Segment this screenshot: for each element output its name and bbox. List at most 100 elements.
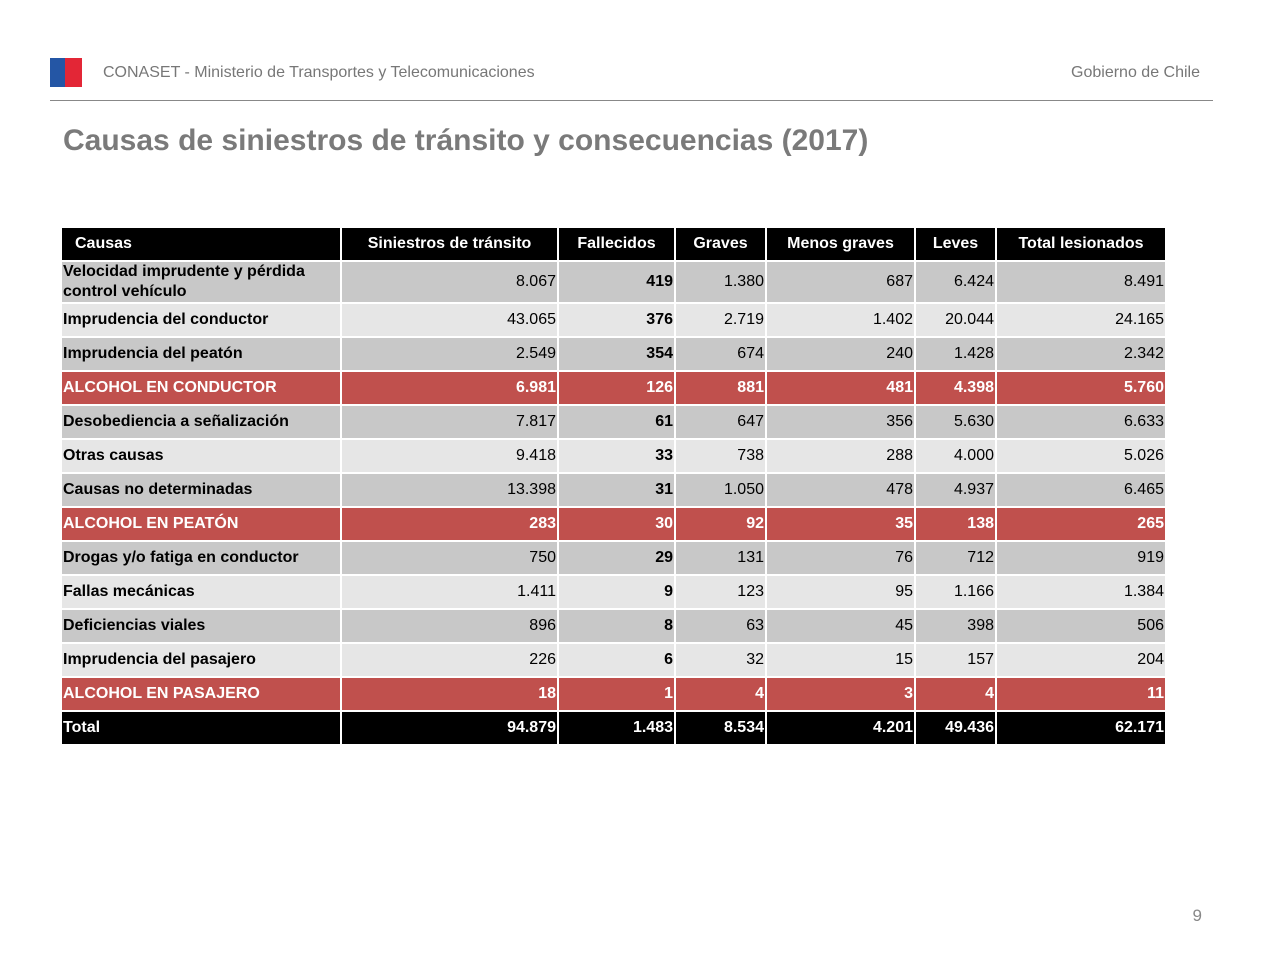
value-cell: 49.436 xyxy=(916,712,995,744)
value-cell: 4 xyxy=(916,678,995,710)
value-cell: 95 xyxy=(767,576,914,608)
value-cell: 13.398 xyxy=(342,474,557,506)
value-cell: 92 xyxy=(676,508,765,540)
value-cell: 1.402 xyxy=(767,304,914,336)
cause-cell: Velocidad imprudente y pérdida control v… xyxy=(62,262,340,302)
cause-cell: Deficiencias viales xyxy=(62,610,340,642)
value-cell: 4.000 xyxy=(916,440,995,472)
value-cell: 738 xyxy=(676,440,765,472)
value-cell: 3 xyxy=(767,678,914,710)
value-cell: 15 xyxy=(767,644,914,676)
value-cell: 265 xyxy=(997,508,1165,540)
value-cell: 4.398 xyxy=(916,372,995,404)
value-cell: 4 xyxy=(676,678,765,710)
value-cell: 288 xyxy=(767,440,914,472)
value-cell: 1.428 xyxy=(916,338,995,370)
value-cell: 283 xyxy=(342,508,557,540)
value-cell: 8.534 xyxy=(676,712,765,744)
cause-cell: Drogas y/o fatiga en conductor xyxy=(62,542,340,574)
column-header: Causas xyxy=(62,228,340,260)
header-divider xyxy=(50,100,1213,101)
value-cell: 8.067 xyxy=(342,262,557,302)
table-row: Drogas y/o fatiga en conductor 750 29 131 76… xyxy=(62,542,1165,574)
table-row: Desobediencia a señalización 7.817 61 647 35… xyxy=(62,406,1165,438)
value-cell: 9.418 xyxy=(342,440,557,472)
value-cell: 6.981 xyxy=(342,372,557,404)
header-org: CONASET - Ministerio de Transportes y Te… xyxy=(103,64,535,81)
cause-cell: Desobediencia a señalización xyxy=(62,406,340,438)
value-cell: 1.050 xyxy=(676,474,765,506)
header-gov: Gobierno de Chile xyxy=(1071,64,1200,81)
column-header: Siniestros de tránsito xyxy=(342,228,557,260)
value-cell: 240 xyxy=(767,338,914,370)
value-cell: 204 xyxy=(997,644,1165,676)
value-cell: 5.630 xyxy=(916,406,995,438)
cause-cell: Fallas mecánicas xyxy=(62,576,340,608)
cause-cell: ALCOHOL EN PEATÓN xyxy=(62,508,340,540)
column-header: Leves xyxy=(916,228,995,260)
value-cell: 31 xyxy=(559,474,674,506)
cause-cell: Total xyxy=(62,712,340,744)
table-row: ALCOHOL EN CONDUCTOR 6.981 126 881 481 4.398 5… xyxy=(62,372,1165,404)
cause-cell: Imprudencia del conductor xyxy=(62,304,340,336)
value-cell: 356 xyxy=(767,406,914,438)
cause-cell: Causas no determinadas xyxy=(62,474,340,506)
value-cell: 919 xyxy=(997,542,1165,574)
value-cell: 687 xyxy=(767,262,914,302)
value-cell: 1.380 xyxy=(676,262,765,302)
table-row: Otras causas 9.418 33 738 288 4.000 5.026 xyxy=(62,440,1165,472)
column-header: Total lesionados xyxy=(997,228,1165,260)
value-cell: 881 xyxy=(676,372,765,404)
value-cell: 157 xyxy=(916,644,995,676)
value-cell: 32 xyxy=(676,644,765,676)
value-cell: 138 xyxy=(916,508,995,540)
value-cell: 6.424 xyxy=(916,262,995,302)
table-row: Imprudencia del pasajero 226 6 32 15 157 204 xyxy=(62,644,1165,676)
value-cell: 376 xyxy=(559,304,674,336)
table-row: ALCOHOL EN PASAJERO 18 1 4 3 4 11 xyxy=(62,678,1165,710)
value-cell: 61 xyxy=(559,406,674,438)
value-cell: 712 xyxy=(916,542,995,574)
value-cell: 1.483 xyxy=(559,712,674,744)
table-row: ALCOHOL EN PEATÓN 283 30 92 35 138 265 xyxy=(62,508,1165,540)
value-cell: 33 xyxy=(559,440,674,472)
value-cell: 6 xyxy=(559,644,674,676)
value-cell: 4.937 xyxy=(916,474,995,506)
value-cell: 2.719 xyxy=(676,304,765,336)
column-header: Fallecidos xyxy=(559,228,674,260)
cause-cell: Imprudencia del pasajero xyxy=(62,644,340,676)
value-cell: 478 xyxy=(767,474,914,506)
value-cell: 24.165 xyxy=(997,304,1165,336)
value-cell: 226 xyxy=(342,644,557,676)
value-cell: 8 xyxy=(559,610,674,642)
value-cell: 18 xyxy=(342,678,557,710)
table-row: Velocidad imprudente y pérdida control v… xyxy=(62,262,1165,302)
cause-cell: Otras causas xyxy=(62,440,340,472)
value-cell: 94.879 xyxy=(342,712,557,744)
value-cell: 35 xyxy=(767,508,914,540)
value-cell: 123 xyxy=(676,576,765,608)
cause-cell: ALCOHOL EN PASAJERO xyxy=(62,678,340,710)
value-cell: 5.760 xyxy=(997,372,1165,404)
value-cell: 7.817 xyxy=(342,406,557,438)
value-cell: 63 xyxy=(676,610,765,642)
value-cell: 647 xyxy=(676,406,765,438)
value-cell: 419 xyxy=(559,262,674,302)
value-cell: 6.465 xyxy=(997,474,1165,506)
value-cell: 896 xyxy=(342,610,557,642)
value-cell: 1 xyxy=(559,678,674,710)
value-cell: 126 xyxy=(559,372,674,404)
value-cell: 76 xyxy=(767,542,914,574)
value-cell: 8.491 xyxy=(997,262,1165,302)
value-cell: 354 xyxy=(559,338,674,370)
value-cell: 29 xyxy=(559,542,674,574)
value-cell: 5.026 xyxy=(997,440,1165,472)
column-header: Menos graves xyxy=(767,228,914,260)
value-cell: 9 xyxy=(559,576,674,608)
table-row: Causas no determinadas 13.398 31 1.050 478 4.… xyxy=(62,474,1165,506)
chile-flag-logo xyxy=(50,58,82,87)
value-cell: 43.065 xyxy=(342,304,557,336)
table-row: Deficiencias viales 896 8 63 45 398 506 xyxy=(62,610,1165,642)
column-header: Graves xyxy=(676,228,765,260)
table-row: Imprudencia del conductor 43.065 376 2.719 1… xyxy=(62,304,1165,336)
